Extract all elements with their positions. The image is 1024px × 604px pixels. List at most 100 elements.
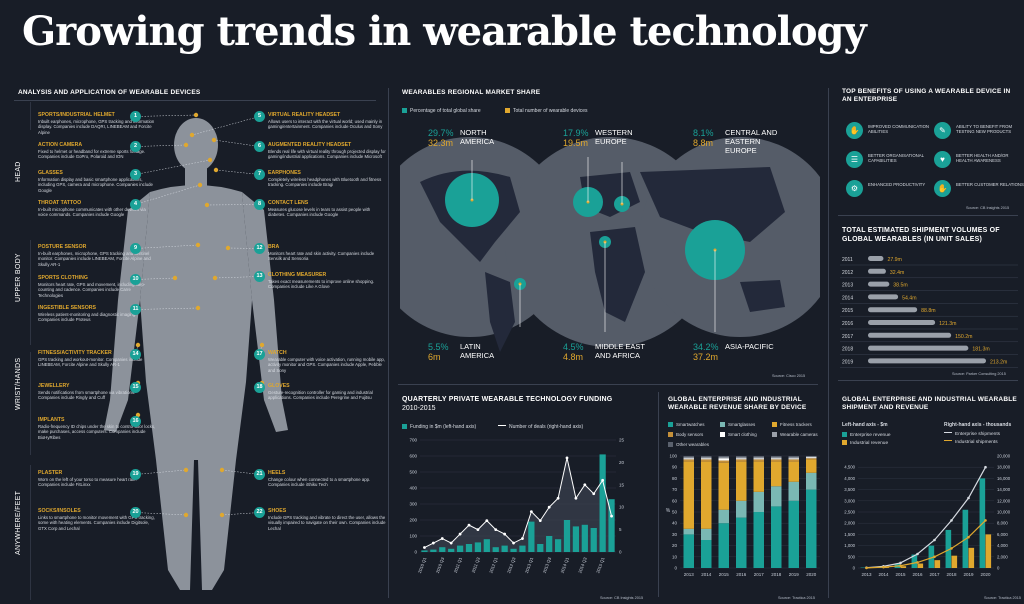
legend-entry: Fitness trackers — [772, 422, 822, 427]
right-tick: 4,000 — [997, 543, 1008, 548]
benefits-source: Source: CB Insights 2015 — [966, 206, 1010, 210]
y-tick: 50 — [672, 510, 678, 515]
right-tick: 6,000 — [997, 532, 1008, 537]
funding-bar — [608, 499, 615, 552]
left-tick: 0 — [853, 566, 856, 571]
connector-lines — [135, 112, 265, 518]
funding-bar — [448, 548, 455, 552]
stack-segment — [736, 457, 747, 459]
device-item-title: THROAT TATTOO — [38, 200, 82, 206]
y-tick: 30 — [672, 532, 678, 537]
left-tick: 300 — [409, 502, 417, 507]
device-number-badge: 10 — [130, 274, 141, 285]
benefit-label: BETTER HEALTH AND/OR HEALTH AWARENESS — [956, 153, 1009, 164]
industrial-revenue-bar — [968, 547, 975, 568]
left-tick: 700 — [409, 438, 417, 443]
body-point — [183, 512, 189, 518]
device-item-description: In-built microphone communicates with ot… — [38, 207, 146, 218]
stack-segment — [701, 458, 712, 460]
left-tick: 400 — [409, 486, 417, 491]
y-tick: 100 — [669, 454, 677, 459]
region-share: 5.5% — [428, 342, 449, 352]
legend-entry: Enterprise revenue — [842, 432, 891, 439]
stack-segment — [788, 481, 799, 501]
device-number-badge: 12 — [254, 243, 265, 254]
device-item: THROAT TATTOO In-built microphone communi… — [38, 200, 156, 218]
region-name: ASIA-PACIFIC — [725, 342, 774, 351]
stack-segment — [771, 486, 782, 507]
stack-segment — [683, 456, 694, 458]
body-point — [189, 132, 195, 138]
x-tick: 2010 Q1 — [417, 556, 428, 574]
stack-segment — [718, 458, 729, 461]
shipment-point — [984, 465, 987, 469]
regional-heading: WEARABLES REGIONAL MARKET SHARE — [402, 89, 541, 96]
year-label: 2017 — [842, 334, 853, 340]
industrial-revenue-bar — [934, 560, 941, 568]
device-item: HEELS Change colour when connected to a s… — [268, 470, 386, 488]
stack-segment — [683, 457, 694, 459]
device-item: AUGMENTED REALITY HEADSET Blends real lif… — [268, 142, 386, 160]
shipments-source: Source: Parker Consulting 2015 — [952, 372, 1006, 376]
legend-entry: Smart clothing — [720, 432, 770, 437]
stack-segment — [806, 459, 817, 473]
device-item-title: INGESTIBLE SENSORS — [38, 305, 96, 311]
device-number-badge: 3 — [130, 169, 141, 180]
device-item-description: Measures glucose levels in tears to assi… — [268, 207, 371, 218]
benefit-item: ♥ BETTER HEALTH AND/OR HEALTH AWARENESS — [934, 151, 1024, 175]
right-tick: 16,000 — [997, 476, 1011, 481]
y-tick: 60 — [672, 498, 678, 503]
device-item-description: Takes exact measurements to improve onli… — [268, 279, 375, 290]
device-item: CONTACT LENS Measures glucose levels in t… — [268, 200, 386, 218]
left-tick: 1,500 — [844, 532, 855, 537]
region-count: 4.8m — [563, 352, 584, 362]
legend-entry: Wearable cameras — [772, 432, 822, 437]
region-name: LATIN AMERICA — [460, 342, 495, 360]
device-item-description: Allows users to interact with the virtua… — [268, 119, 383, 130]
stack-segment — [736, 456, 747, 458]
shipment-point — [950, 547, 953, 550]
stack-segment — [753, 512, 764, 568]
shipment-point — [882, 565, 885, 569]
stack-segment — [788, 458, 799, 460]
connector-line — [135, 144, 187, 147]
shipment-point — [967, 496, 970, 500]
category-label: UPPER BODY — [15, 253, 22, 302]
x-tick: 2011 Q1 — [453, 556, 463, 573]
revshare-heading: GLOBAL ENTERPRISE AND INDUSTRIAL WEARABL… — [668, 396, 807, 411]
deals-point — [610, 514, 613, 518]
body-point — [183, 142, 189, 148]
device-item-description: Monitors heart rate and skin activity. C… — [268, 251, 375, 262]
device-item-title: SPORTS CLOTHING — [38, 275, 88, 281]
device-item-title: HEELS — [268, 470, 286, 476]
shiprev-left-axis: Left-hand axis - $m — [842, 422, 888, 428]
region-count: 32.3m — [428, 138, 454, 148]
y-axis-label: % — [666, 508, 671, 514]
benefits-heading: TOP BENEFITS OF USING A WEARABLE DEVICE … — [842, 88, 1011, 103]
funding-chart: 0 100 200 300 400 500 600 700 0 5 10 15 20 25 2010 Q1 2… — [409, 438, 624, 574]
connector-line — [214, 276, 260, 279]
device-item-title: JEWELLERY — [38, 383, 70, 389]
region-name: WESTERN EUROPE — [595, 128, 633, 146]
left-tick: 2,500 — [844, 510, 855, 515]
deals-point — [494, 528, 498, 531]
stack-segment — [701, 456, 712, 458]
shipment-point — [950, 519, 953, 522]
device-item-title: POSTURE SENSOR — [38, 244, 87, 250]
stack-segment — [788, 461, 799, 482]
stack-segment — [788, 500, 799, 568]
divider — [658, 392, 659, 597]
connector-line — [135, 277, 176, 280]
right-tick: 12,000 — [997, 498, 1011, 503]
legend-entry: Smartglasses — [720, 422, 770, 427]
regional-source: Source: Cisco 2015 — [772, 374, 806, 378]
world-map — [400, 137, 820, 352]
x-tick: 2017 — [929, 572, 940, 577]
device-item-title: PLASTER — [38, 470, 63, 476]
device-number-badge: 1 — [130, 111, 141, 122]
stack-segment — [736, 500, 747, 518]
wrench-icon: ✎ — [934, 122, 951, 139]
legend-entry: Smartwatches — [668, 422, 718, 427]
y-tick: 0 — [674, 566, 677, 571]
legend-number: Total number of wearable devices — [505, 108, 588, 114]
